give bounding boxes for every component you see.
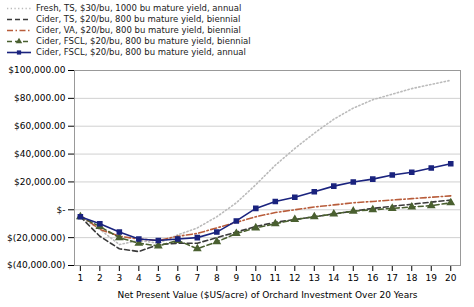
svg-text:7: 7 (194, 273, 200, 283)
svg-text:15: 15 (348, 273, 359, 283)
svg-text:17: 17 (387, 273, 398, 283)
svg-text:6: 6 (175, 273, 181, 283)
svg-text:12: 12 (289, 273, 300, 283)
html-text:Cider, FSCL, $20/bu, 800 bu ma: Cider, FSCL, $20/bu, 800 bu mature yield… (36, 47, 246, 57)
svg-text:2: 2 (97, 273, 103, 283)
svg-text:$-: $- (57, 205, 66, 215)
svg-text:3: 3 (116, 273, 122, 283)
svg-text:19: 19 (426, 273, 438, 283)
svg-text:8: 8 (214, 273, 220, 283)
svg-text:4: 4 (136, 273, 142, 283)
svg-text:18: 18 (406, 273, 418, 283)
svg-text:$20,000.00: $20,000.00 (14, 177, 66, 187)
svg-text:13: 13 (309, 273, 320, 283)
svg-text:$80,000.00: $80,000.00 (14, 93, 66, 103)
svg-text:$(40,000.00): $(40,000.00) (7, 260, 66, 270)
html-text:Fresh, TS, $30/bu, 1000 bu mat: Fresh, TS, $30/bu, 1000 bu mature yield,… (36, 3, 242, 13)
svg-text:$100,000.00: $100,000.00 (8, 65, 66, 75)
svg-text:$(20,000.00): $(20,000.00) (7, 233, 66, 243)
svg-text:11: 11 (270, 273, 281, 283)
svg-text:$60,000.00: $60,000.00 (14, 121, 66, 131)
svg-text:14: 14 (328, 273, 340, 283)
svg-text:5: 5 (155, 273, 161, 283)
svg-text:1: 1 (77, 273, 83, 283)
svg-text:20: 20 (445, 273, 457, 283)
svg-text:9: 9 (233, 273, 239, 283)
svg-text:16: 16 (367, 273, 379, 283)
svg-text:$40,000.00: $40,000.00 (14, 149, 66, 159)
html-text:Cider, VA, $20/bu, 800 bu matu: Cider, VA, $20/bu, 800 bu mature yield, … (36, 25, 241, 35)
svg-text:10: 10 (250, 273, 262, 283)
svg-text:Net Present Value ($US/acre) o: Net Present Value ($US/acre) of Orchard … (117, 290, 417, 300)
html-text:Cider, TS, $20/bu, 800 bu matu: Cider, TS, $20/bu, 800 bu mature yield, … (36, 14, 241, 24)
html-text:Cider, FSCL, $20/bu, 800 bu ma: Cider, FSCL, $20/bu, 800 bu mature yield… (36, 36, 251, 46)
